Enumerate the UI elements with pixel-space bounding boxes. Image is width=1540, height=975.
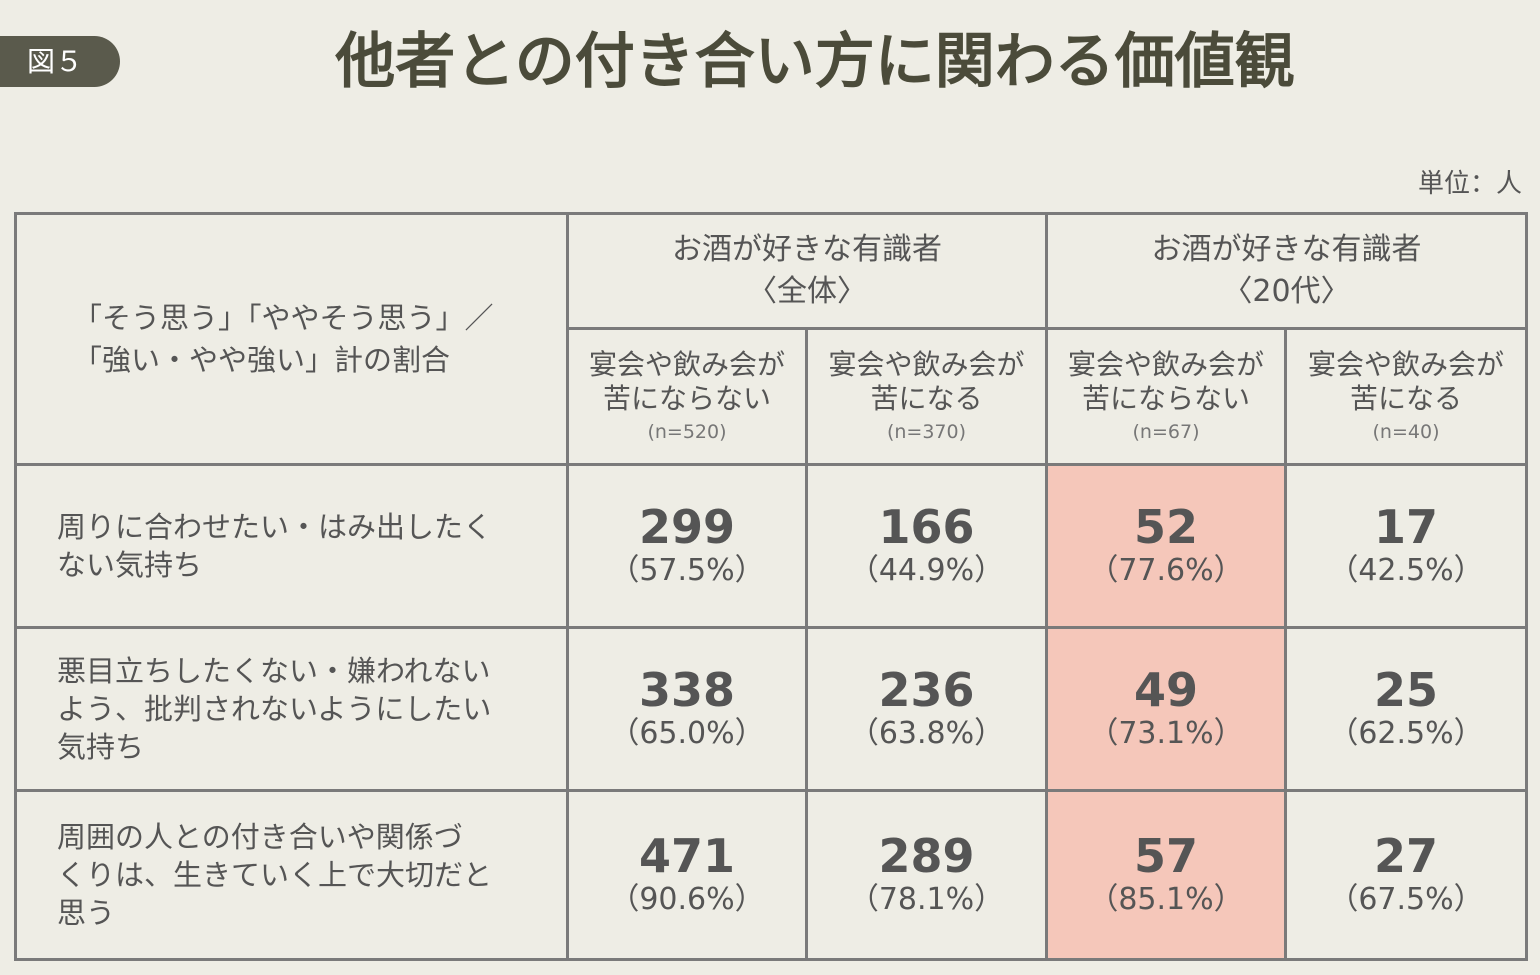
count-value: 166 [878, 500, 975, 554]
sample-size: (n=370) [886, 420, 967, 443]
percent-value: （65.0%） [609, 716, 765, 751]
count-value: 289 [878, 829, 975, 883]
count-value: 299 [638, 500, 736, 554]
percent-value: （67.5%） [1328, 882, 1484, 917]
column-header-line: 苦になる [870, 381, 983, 415]
column-header: 宴会や飲み会が 苦にならない (n=67) [1045, 327, 1287, 466]
figure-number-badge: 図５ [0, 36, 120, 87]
row-label: 周りに合わせたい・はみ出したく ない気持ち [14, 463, 569, 629]
value-cell: 471 （90.6%） [566, 789, 808, 961]
value-cell: 299 （57.5%） [566, 463, 808, 629]
count-value: 52 [1133, 500, 1198, 554]
group-header-line: お酒が好きな有識者 [672, 232, 942, 267]
count-value: 25 [1373, 663, 1438, 717]
row-label-line: よう、批判されないようにしたい [57, 692, 492, 726]
column-header-line: 宴会や飲み会が [1307, 347, 1504, 381]
value-cell: 49 （73.1%） [1045, 626, 1287, 792]
percent-value: （57.5%） [609, 553, 765, 588]
sample-size: (n=40) [1372, 420, 1440, 443]
value-cell: 338 （65.0%） [566, 626, 808, 792]
row-label-line: ない気持ち [57, 548, 203, 582]
group-header-line: 〈全体〉 [747, 274, 867, 309]
value-cell: 236 （63.8%） [805, 626, 1048, 792]
percent-value: （77.6%） [1088, 553, 1244, 588]
column-header-line: 苦になる [1349, 381, 1462, 415]
row-label-line: くりは、生きていく上で大切だと [57, 858, 493, 892]
count-value: 57 [1133, 829, 1198, 883]
value-cell: 57 （85.1%） [1045, 789, 1287, 961]
percent-value: （44.9%） [848, 553, 1005, 588]
percent-value: （85.1%） [1088, 882, 1244, 917]
value-cell: 17 （42.5%） [1284, 463, 1528, 629]
percent-value: （90.6%） [609, 882, 765, 917]
group-header-line: 〈20代〉 [1222, 274, 1351, 309]
column-header-line: 宴会や飲み会が [1067, 347, 1264, 381]
column-header: 宴会や飲み会が 苦にならない (n=520) [566, 327, 808, 466]
value-cell: 52 （77.6%） [1045, 463, 1287, 629]
count-value: 49 [1133, 663, 1198, 717]
row-label-line: 気持ち [57, 730, 145, 764]
percent-value: （63.8%） [848, 716, 1005, 751]
column-header: 宴会や飲み会が 苦になる (n=370) [805, 327, 1048, 466]
column-header-line: 苦にならない [602, 381, 771, 415]
row-label-line: 周りに合わせたい・はみ出したく [57, 510, 493, 544]
corner-header: 「そう思う」「ややそう思う」／ 「強い・やや強い」計の割合 [14, 212, 569, 466]
sample-size: (n=520) [647, 420, 727, 443]
chart-title: 他者との付き合い方に関わる価値観 [335, 27, 1295, 97]
percent-value: （62.5%） [1328, 716, 1484, 751]
table-row: 周りに合わせたい・はみ出したく ない気持ち 299 （57.5%） 166 （4… [14, 463, 1528, 629]
unit-label: 単位：人 [1417, 169, 1522, 199]
value-cell: 25 （62.5%） [1284, 626, 1528, 792]
row-label-line: 思う [57, 896, 116, 930]
column-header: 宴会や飲み会が 苦になる (n=40) [1284, 327, 1528, 466]
count-value: 236 [878, 663, 975, 717]
row-label-line: 悪目立ちしたくない・嫌われない [57, 654, 491, 688]
data-table: 「そう思う」「ややそう思う」／ 「強い・やや強い」計の割合 お酒が好きな有識者 … [14, 212, 1528, 961]
value-cell: 166 （44.9%） [805, 463, 1048, 629]
row-label: 悪目立ちしたくない・嫌われない よう、批判されないようにしたい 気持ち [14, 626, 569, 792]
group-header-all: お酒が好きな有識者 〈全体〉 [566, 212, 1048, 330]
count-value: 471 [638, 829, 736, 883]
column-header-line: 宴会や飲み会が [588, 347, 785, 381]
column-header-line: 宴会や飲み会が [828, 347, 1025, 381]
corner-header-line: 「そう思う」「ややそう思う」／ [73, 301, 494, 335]
row-label: 周囲の人との付き合いや関係づ くりは、生きていく上で大切だと 思う [14, 789, 569, 961]
table-row: 悪目立ちしたくない・嫌われない よう、批判されないようにしたい 気持ち 338 … [14, 626, 1528, 792]
percent-value: （78.1%） [848, 882, 1005, 917]
value-cell: 289 （78.1%） [805, 789, 1048, 961]
value-cell: 27 （67.5%） [1284, 789, 1528, 961]
percent-value: （73.1%） [1088, 716, 1244, 751]
sample-size: (n=67) [1132, 420, 1200, 443]
count-value: 17 [1373, 500, 1438, 554]
count-value: 27 [1373, 829, 1438, 883]
group-header-20s: お酒が好きな有識者 〈20代〉 [1045, 212, 1528, 330]
group-header-line: お酒が好きな有識者 [1151, 232, 1422, 267]
corner-header-line: 「強い・やや強い」計の割合 [73, 343, 451, 377]
row-label-line: 周囲の人との付き合いや関係づ [57, 820, 463, 854]
table-row: 周囲の人との付き合いや関係づ くりは、生きていく上で大切だと 思う 471 （9… [14, 789, 1528, 961]
column-header-line: 苦にならない [1081, 381, 1250, 415]
count-value: 338 [638, 663, 736, 717]
percent-value: （42.5%） [1328, 553, 1484, 588]
